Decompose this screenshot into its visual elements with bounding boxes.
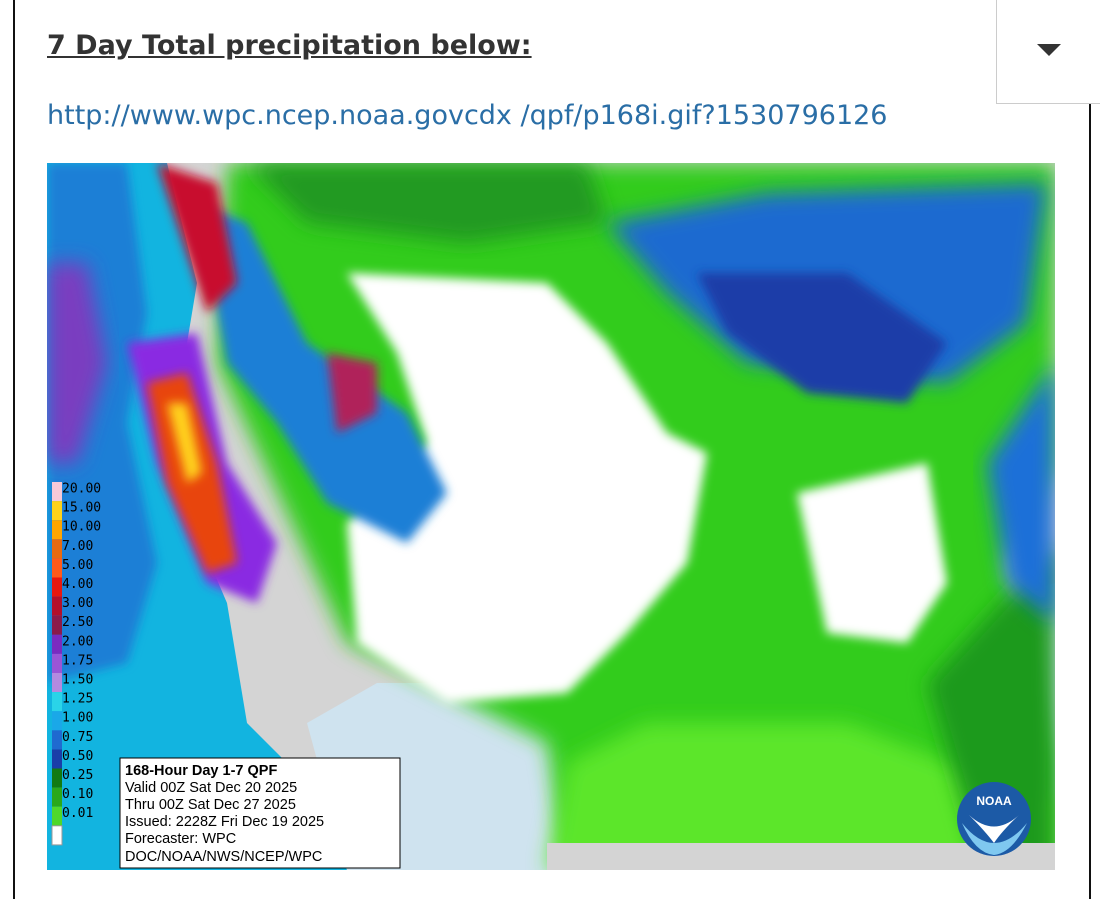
legend-label: 1.75 <box>62 653 93 668</box>
legend-label: 0.50 <box>62 749 93 764</box>
legend-swatch <box>52 787 62 807</box>
info-line: Issued: 2228Z Fri Dec 19 2025 <box>125 814 324 830</box>
info-box: 168-Hour Day 1-7 QPF Valid 00Z Sat Dec 2… <box>119 757 401 869</box>
frame-border <box>13 0 15 899</box>
legend-label: 0.25 <box>62 768 93 783</box>
info-line: Thru 00Z Sat Dec 27 2025 <box>125 797 296 813</box>
map-layers <box>47 163 1055 870</box>
legend-swatch <box>52 768 62 788</box>
frame-border <box>1089 104 1091 899</box>
legend-label: 0.10 <box>62 787 93 802</box>
precipitation-map: 20.00 15.00 10.00 7.00 5.00 4.00 3.00 2.50 2.00 1… <box>47 163 1055 870</box>
legend-swatch <box>52 501 62 521</box>
legend-label: 1.50 <box>62 673 93 688</box>
legend-label: 5.00 <box>62 558 93 573</box>
info-line: 168-Hour Day 1-7 QPF <box>125 763 277 779</box>
legend-swatch <box>52 692 62 712</box>
legend-label: 7.00 <box>62 539 93 554</box>
legend-swatch <box>52 806 62 826</box>
legend-swatch <box>52 653 62 673</box>
info-line: Valid 00Z Sat Dec 20 2025 <box>125 780 297 796</box>
logo-text: NOAA <box>976 794 1012 808</box>
legend-swatch <box>52 673 62 693</box>
legend-label: 2.50 <box>62 615 93 630</box>
legend-label: 4.00 <box>62 577 93 592</box>
legend-label: 3.00 <box>62 596 93 611</box>
image-link[interactable]: http://www.wpc.ncep.noaa.govcdx /qpf/p16… <box>47 100 888 131</box>
legend-swatch <box>52 730 62 750</box>
legend-label: 0.01 <box>62 806 93 821</box>
legend-label: 20.00 <box>62 482 101 497</box>
legend-swatch <box>52 634 62 654</box>
caret-icon <box>1037 44 1061 56</box>
noaa-logo: NOAA <box>957 782 1031 856</box>
dropdown-toggle[interactable] <box>996 0 1100 104</box>
section-title: 7 Day Total precipitation below: <box>47 30 532 61</box>
legend-swatch <box>52 539 62 559</box>
legend-label: 0.75 <box>62 730 93 745</box>
info-line: Forecaster: WPC <box>125 831 236 847</box>
legend-label: 10.00 <box>62 520 101 535</box>
legend-label: 1.00 <box>62 711 93 726</box>
legend-swatch <box>52 558 62 578</box>
legend-swatch <box>52 749 62 769</box>
legend: 20.00 15.00 10.00 7.00 5.00 4.00 3.00 2.50 2.00 1… <box>51 482 101 846</box>
legend-swatch <box>52 615 62 635</box>
info-line: DOC/NOAA/NWS/NCEP/WPC <box>125 849 322 865</box>
legend-swatch <box>51 825 63 846</box>
legend-swatch <box>52 596 62 616</box>
legend-swatch <box>52 520 62 540</box>
legend-swatch <box>52 711 62 731</box>
legend-label: 2.00 <box>62 634 93 649</box>
legend-swatch <box>52 482 62 502</box>
legend-label: 15.00 <box>62 501 101 516</box>
legend-label: 1.25 <box>62 692 93 707</box>
legend-swatch <box>52 577 62 597</box>
